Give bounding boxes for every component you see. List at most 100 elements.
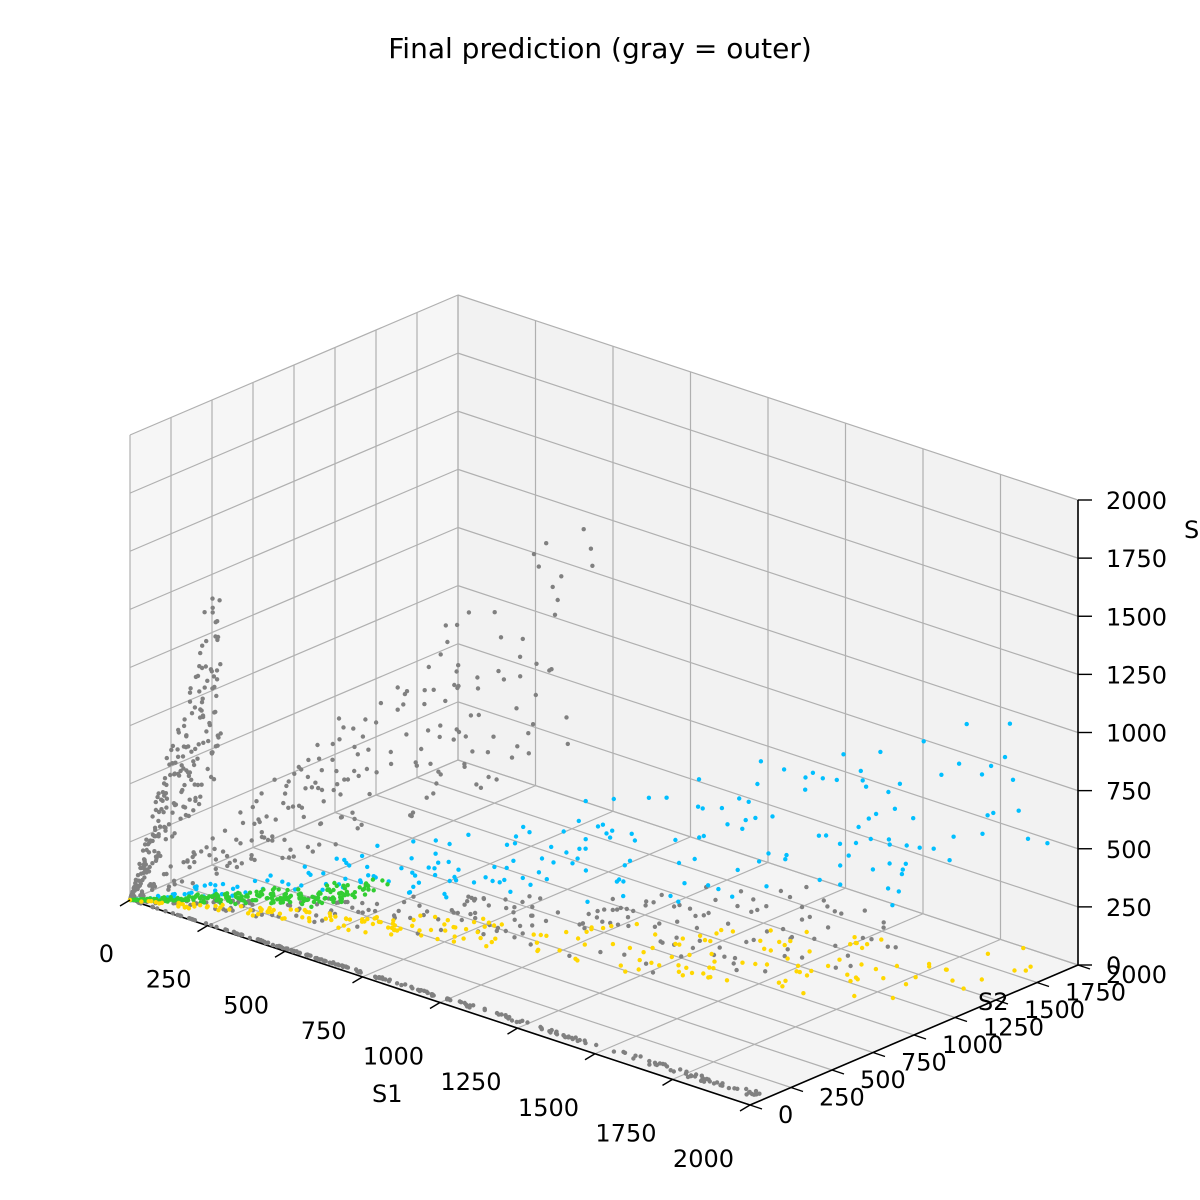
data-point (531, 551, 537, 557)
data-point (785, 956, 790, 961)
data-point (673, 837, 678, 843)
data-point (465, 899, 470, 904)
data-point (216, 894, 221, 899)
data-point (950, 978, 955, 983)
data-point (583, 798, 588, 804)
grid-line (334, 811, 956, 1019)
data-point (404, 732, 409, 737)
data-point (705, 883, 711, 888)
data-point (214, 924, 219, 930)
data-point (1016, 808, 1021, 813)
data-point (370, 921, 376, 927)
data-point (168, 772, 173, 778)
data-point (526, 751, 531, 756)
data-point (518, 674, 523, 679)
data-point (781, 767, 787, 772)
x-axis-label: S1 (372, 1080, 403, 1108)
y-tick-label: 1750 (1065, 979, 1126, 1007)
data-point (254, 799, 259, 804)
data-point (199, 782, 204, 787)
data-point (276, 887, 281, 892)
data-point (848, 963, 853, 969)
data-point (807, 914, 812, 920)
data-point (252, 878, 258, 884)
data-point (825, 963, 831, 969)
data-point (622, 863, 627, 868)
data-point (153, 858, 159, 863)
data-point (199, 849, 204, 854)
data-point (944, 967, 949, 972)
data-point (833, 943, 838, 948)
data-point (187, 865, 192, 870)
data-point (285, 897, 291, 902)
data-point (201, 740, 206, 745)
data-point (434, 781, 439, 786)
data-point (520, 931, 525, 936)
data-point (139, 871, 144, 876)
data-point (319, 768, 324, 773)
data-point (893, 945, 898, 950)
data-point (250, 913, 255, 918)
data-point (649, 960, 654, 965)
data-point (795, 963, 801, 968)
data-point (711, 966, 716, 971)
data-point (576, 818, 581, 824)
data-point (674, 935, 679, 940)
data-point (482, 1006, 487, 1011)
data-point (320, 918, 325, 923)
data-point (657, 921, 662, 926)
data-point (443, 928, 448, 933)
data-point (297, 950, 303, 956)
data-point (931, 846, 936, 851)
data-point (561, 829, 566, 834)
data-point (365, 916, 370, 922)
data-point (358, 970, 363, 975)
data-point (309, 785, 315, 790)
data-point (486, 774, 491, 780)
data-point (185, 858, 190, 863)
data-point (142, 859, 147, 864)
data-point (220, 881, 226, 887)
data-point (373, 720, 379, 725)
data-point (367, 791, 372, 797)
data-point (443, 698, 448, 704)
data-point (259, 830, 264, 835)
grid-line (375, 794, 997, 1001)
data-point (389, 932, 394, 937)
data-point (511, 858, 516, 863)
data-point (743, 817, 748, 823)
data-point (520, 899, 525, 905)
data-point (319, 787, 325, 793)
data-point (530, 904, 535, 910)
data-point (845, 972, 850, 977)
x-tick-mark (662, 1078, 673, 1086)
data-point (176, 903, 181, 908)
data-point (171, 801, 177, 806)
data-point (751, 897, 756, 902)
data-point (258, 908, 264, 914)
data-point (176, 730, 181, 735)
data-point (588, 546, 594, 551)
data-point (858, 768, 863, 774)
data-point (573, 1035, 578, 1040)
data-point (650, 970, 656, 975)
data-point (709, 951, 714, 957)
data-point (704, 1076, 709, 1082)
data-point (903, 982, 909, 987)
data-point (634, 921, 639, 927)
data-point (565, 741, 570, 747)
data-point (428, 761, 433, 766)
data-point (1023, 968, 1028, 973)
grid-line (129, 643, 459, 785)
data-point (313, 897, 319, 902)
z-tick-label: 0 (1106, 952, 1121, 980)
data-point (375, 843, 380, 848)
data-point (725, 921, 731, 926)
data-point (569, 1035, 575, 1041)
data-point (735, 903, 740, 909)
data-point (939, 772, 944, 777)
data-point (438, 927, 444, 933)
data-point (360, 910, 365, 915)
data-point (496, 668, 501, 674)
data-point (921, 739, 926, 744)
